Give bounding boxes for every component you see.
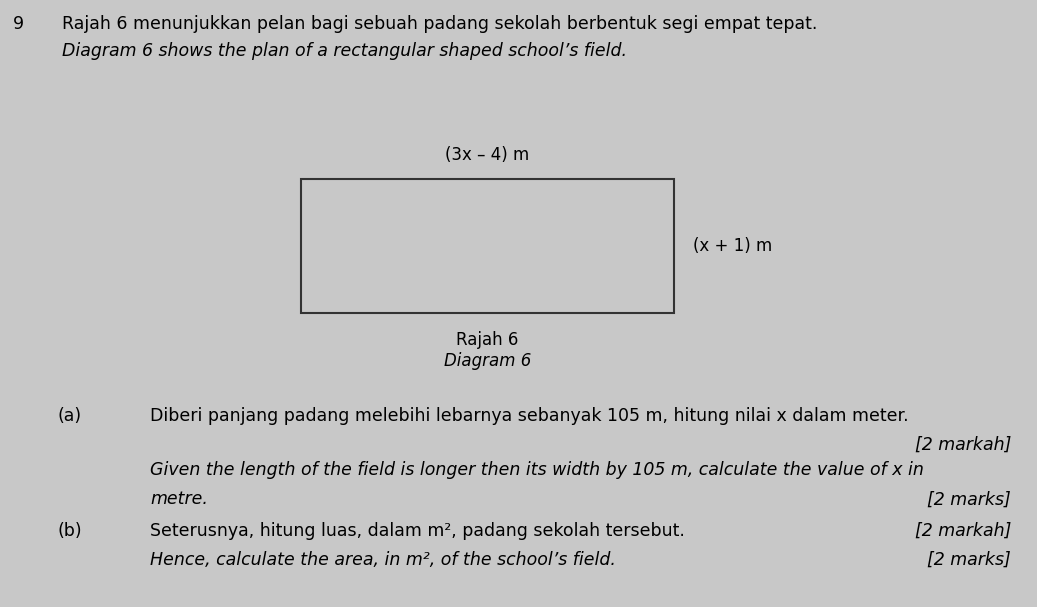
Text: Diberi panjang padang melebihi lebarnya sebanyak 105 m, hitung nilai x dalam met: Diberi panjang padang melebihi lebarnya … xyxy=(150,407,909,425)
Text: Diagram 6 shows the plan of a rectangular shaped school’s field.: Diagram 6 shows the plan of a rectangula… xyxy=(62,42,627,61)
Text: metre.: metre. xyxy=(150,490,208,509)
Text: [2 markah]: [2 markah] xyxy=(915,436,1011,454)
Text: Seterusnya, hitung luas, dalam m², padang sekolah tersebut.: Seterusnya, hitung luas, dalam m², padan… xyxy=(150,522,685,540)
Text: Given the length of the field is longer then its width by 105 m, calculate the v: Given the length of the field is longer … xyxy=(150,461,924,480)
Text: [2 marks]: [2 marks] xyxy=(927,551,1011,569)
Bar xyxy=(301,179,674,313)
Text: [2 marks]: [2 marks] xyxy=(927,490,1011,509)
Text: (b): (b) xyxy=(57,522,82,540)
Text: Diagram 6: Diagram 6 xyxy=(444,352,531,370)
Text: Rajah 6 menunjukkan pelan bagi sebuah padang sekolah berbentuk segi empat tepat.: Rajah 6 menunjukkan pelan bagi sebuah pa… xyxy=(62,15,817,33)
Text: [2 markah]: [2 markah] xyxy=(915,522,1011,540)
Text: Hence, calculate the area, in m², of the school’s field.: Hence, calculate the area, in m², of the… xyxy=(150,551,616,569)
Text: Rajah 6: Rajah 6 xyxy=(456,331,518,349)
Text: 9: 9 xyxy=(12,15,24,33)
Text: (x + 1) m: (x + 1) m xyxy=(693,237,772,255)
Text: (3x – 4) m: (3x – 4) m xyxy=(445,146,530,164)
Text: (a): (a) xyxy=(57,407,81,425)
